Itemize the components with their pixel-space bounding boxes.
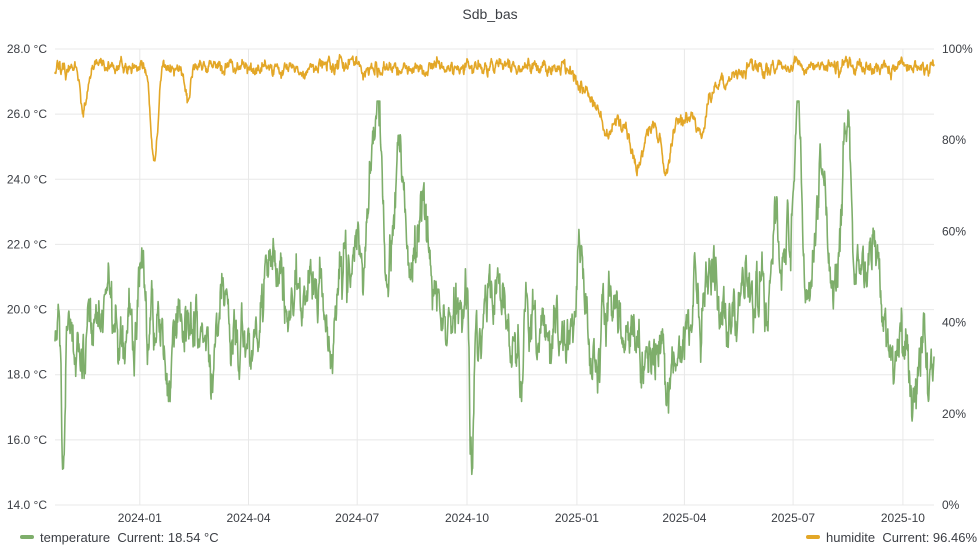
svg-text:40%: 40%: [942, 316, 966, 330]
svg-text:2024-01: 2024-01: [118, 511, 162, 525]
svg-text:28.0 °C: 28.0 °C: [7, 42, 47, 56]
svg-text:2025-10: 2025-10: [881, 511, 925, 525]
svg-text:2025-07: 2025-07: [771, 511, 815, 525]
svg-text:0%: 0%: [942, 498, 960, 512]
svg-text:80%: 80%: [942, 133, 966, 147]
svg-text:16.0 °C: 16.0 °C: [7, 433, 47, 447]
svg-text:20.0 °C: 20.0 °C: [7, 303, 47, 317]
svg-text:2024-07: 2024-07: [335, 511, 379, 525]
svg-text:2025-04: 2025-04: [662, 511, 706, 525]
svg-text:18.0 °C: 18.0 °C: [7, 368, 47, 382]
svg-text:2024-04: 2024-04: [226, 511, 270, 525]
svg-text:24.0 °C: 24.0 °C: [7, 172, 47, 186]
svg-text:2025-01: 2025-01: [555, 511, 599, 525]
svg-text:22.0 °C: 22.0 °C: [7, 237, 47, 251]
svg-text:2024-10: 2024-10: [445, 511, 489, 525]
svg-text:100%: 100%: [942, 42, 973, 56]
svg-text:26.0 °C: 26.0 °C: [7, 107, 47, 121]
svg-text:20%: 20%: [942, 407, 966, 421]
svg-text:60%: 60%: [942, 224, 966, 238]
svg-text:14.0 °C: 14.0 °C: [7, 498, 47, 512]
